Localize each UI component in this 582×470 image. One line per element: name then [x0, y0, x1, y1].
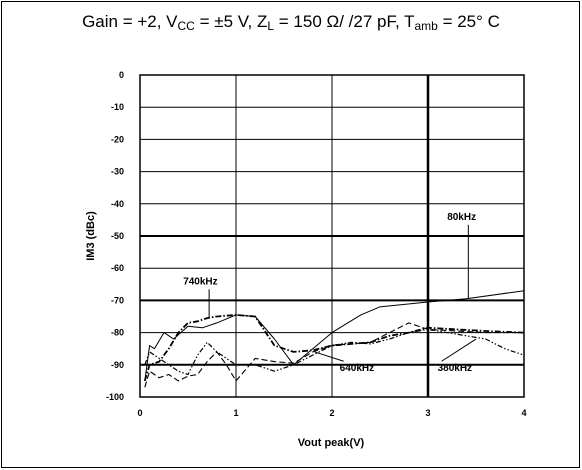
x-axis-title: Vout peak(V) — [298, 437, 365, 449]
y-tick-label: 0 — [119, 70, 124, 80]
annotation-label-740khz: 740kHz — [183, 276, 217, 287]
title-vcc-value: = ±5 V, Z — [194, 12, 268, 31]
y-axis-title: IM3 (dBc) — [85, 211, 97, 261]
x-tick-label: 1 — [233, 408, 238, 418]
annotation-pointer — [314, 351, 344, 362]
x-tick-label: 2 — [329, 408, 334, 418]
y-tick-label: -10 — [111, 102, 124, 112]
x-tick-labels: 0 1 2 3 4 — [137, 408, 526, 418]
annotation-label-380khz: 380kHz — [438, 363, 472, 374]
chart-title: Gain = +2, VCC = ±5 V, ZL = 150 Ω/ /27 p… — [0, 12, 582, 32]
title-zl-value: = 150 Ω/ /27 pF, T — [274, 12, 415, 31]
y-tick-label: -90 — [111, 360, 124, 370]
y-tick-labels: 0 -10 -20 -30 -40 -50 -60 -70 -80 -90 -100 — [106, 70, 124, 402]
title-tamb-subscript: amb — [414, 19, 438, 33]
x-tick-label: 3 — [425, 408, 430, 418]
annotation-label-640khz: 640kHz — [340, 363, 374, 374]
title-tamb-value: = 25° C — [437, 12, 500, 31]
y-tick-label: -50 — [111, 231, 124, 241]
y-tick-label: -100 — [106, 392, 124, 402]
y-tick-label: -70 — [111, 295, 124, 305]
series-line-740khz — [143, 313, 525, 382]
x-tick-label: 4 — [521, 408, 526, 418]
series-line-380khz — [144, 328, 525, 376]
chart-grid — [139, 74, 525, 398]
x-tick-label: 0 — [137, 408, 142, 418]
chart-annotations: 80kHz 740kHz 640kHz 380kHz — [183, 212, 477, 374]
annotation-label-80khz: 80kHz — [447, 212, 476, 223]
title-gain: Gain = +2, V — [82, 12, 178, 31]
y-tick-label: -40 — [111, 199, 124, 209]
y-tick-label: -30 — [111, 167, 124, 177]
series-line-640khz — [144, 322, 524, 388]
title-zl-subscript: L — [267, 19, 275, 33]
y-tick-label: -80 — [111, 328, 124, 338]
title-vcc-subscript: CC — [177, 19, 195, 33]
annotation-pointer — [441, 338, 477, 362]
y-tick-label: -60 — [111, 263, 124, 273]
chart-series — [143, 290, 525, 388]
plot-border — [139, 74, 525, 398]
y-tick-label: -20 — [111, 134, 124, 144]
